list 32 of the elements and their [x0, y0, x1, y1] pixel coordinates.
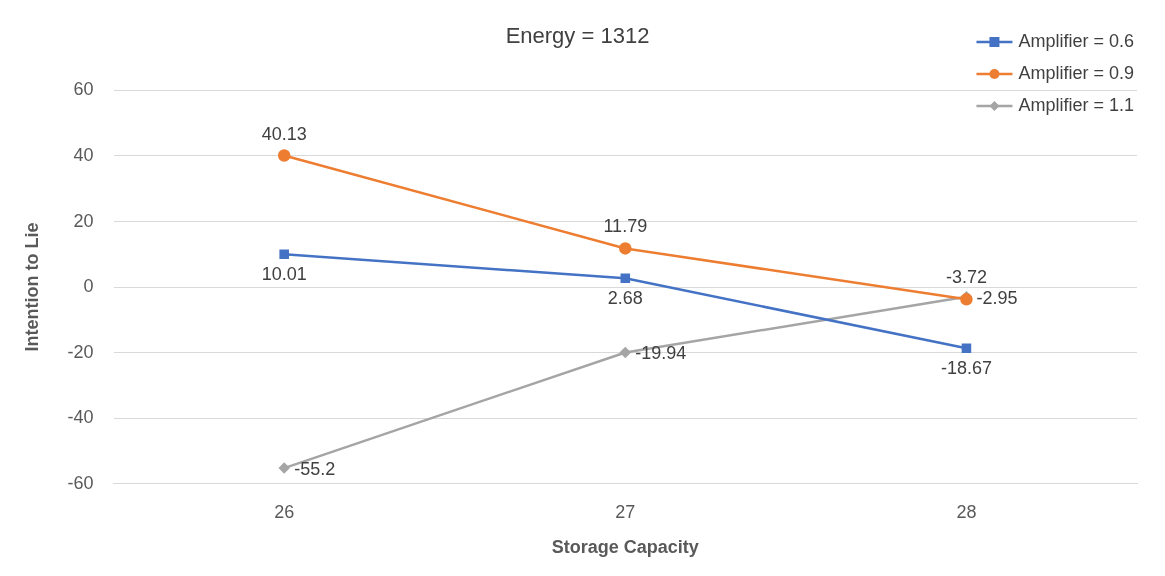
data-label: -19.94: [635, 343, 687, 364]
legend-label: Amplifier = 1.1: [1018, 94, 1135, 115]
point: [277, 149, 291, 162]
point: [279, 249, 289, 260]
y-tick-label: -20: [67, 341, 94, 362]
y-tick-label: 0: [83, 276, 94, 297]
x-axis-title: Storage Capacity: [551, 537, 699, 558]
data-label: 10.01: [261, 264, 307, 285]
chart-title: Energy = 1312: [505, 23, 650, 49]
point: [620, 273, 631, 284]
data-label: 2.68: [607, 288, 643, 309]
y-tick-label: 60: [73, 79, 94, 100]
y-tick-label: 20: [73, 210, 94, 231]
point: [278, 462, 290, 474]
data-label: -18.67: [940, 358, 992, 379]
x-tick-label: 27: [615, 501, 636, 522]
legend-label: Amplifier = 0.6: [1018, 30, 1135, 51]
point: [619, 242, 632, 255]
x-tick-label: 28: [956, 501, 977, 522]
y-tick-label: 40: [73, 144, 94, 165]
data-label: -2.95: [976, 287, 1018, 308]
point: [961, 343, 972, 354]
y-tick-label: -40: [67, 407, 94, 428]
data-label: -55.2: [294, 459, 336, 480]
data-label: 11.79: [603, 216, 648, 237]
x-tick-label: 26: [274, 501, 295, 522]
y-tick-label: -60: [67, 472, 94, 493]
data-label: -3.72: [945, 267, 987, 288]
point: [620, 347, 631, 358]
y-axis-title: Intention to Lie: [21, 222, 42, 352]
data-label: 40.13: [261, 123, 307, 144]
legend-label: Amplifier = 0.9: [1018, 62, 1135, 83]
